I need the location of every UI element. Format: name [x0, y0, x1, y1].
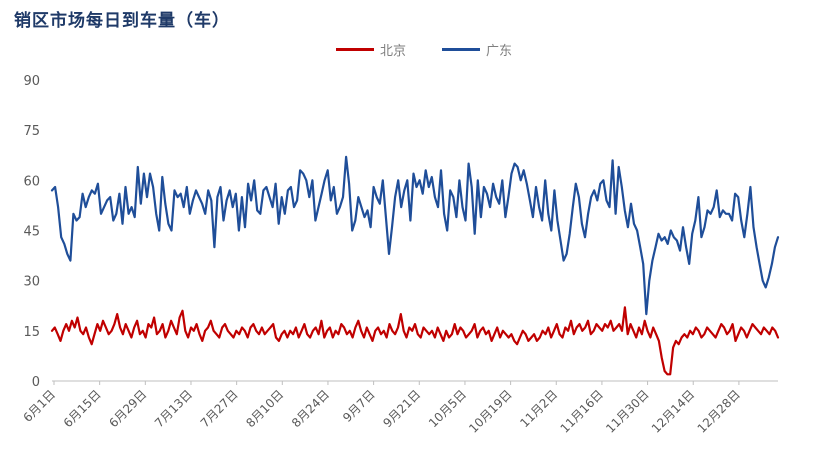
x-tick-label: 11月30日: [603, 387, 651, 435]
series-line-0: [50, 306, 780, 376]
legend-swatch-beijing: [336, 48, 374, 51]
x-tick-label: 12月14日: [649, 387, 697, 435]
y-tick-label: 15: [23, 325, 40, 340]
x-tick-label: 7月27日: [198, 387, 241, 430]
y-tick-label: 0: [32, 375, 40, 390]
x-tick-label: 9月21日: [380, 387, 423, 430]
y-tick-label: 30: [23, 275, 40, 290]
y-tick-label: 60: [23, 174, 40, 189]
x-tick-label: 12月28日: [695, 387, 743, 435]
x-tick-label: 9月7日: [340, 387, 378, 425]
legend-label-beijing: 北京: [380, 44, 407, 59]
legend-label-guangdong: 广东: [486, 44, 513, 59]
y-tick-label: 75: [23, 124, 40, 139]
x-tick-label: 6月15日: [61, 387, 104, 430]
x-tick-label: 11月2日: [517, 387, 560, 430]
y-tick-label: 45: [23, 225, 40, 240]
legend: 北京 广东: [0, 40, 817, 60]
x-tick-label: 10月5日: [426, 387, 469, 430]
series-line-1: [50, 155, 780, 316]
x-tick-label: 8月10日: [243, 387, 286, 430]
legend-swatch-guangdong: [442, 48, 480, 51]
x-tick-label: 6月1日: [20, 387, 58, 425]
x-tick-label: 7月13日: [152, 387, 195, 430]
x-tick-label: 8月24日: [289, 387, 332, 430]
x-tick-label: 11月16日: [558, 387, 606, 435]
x-tick-label: 10月19日: [466, 387, 514, 435]
chart-title: 销区市场每日到车量（车）: [14, 11, 230, 31]
legend-item-beijing: 北京: [336, 40, 406, 59]
legend-item-guangdong: 广东: [442, 40, 512, 59]
y-tick-label: 90: [23, 74, 40, 89]
x-tick-label: 6月29日: [106, 387, 149, 430]
